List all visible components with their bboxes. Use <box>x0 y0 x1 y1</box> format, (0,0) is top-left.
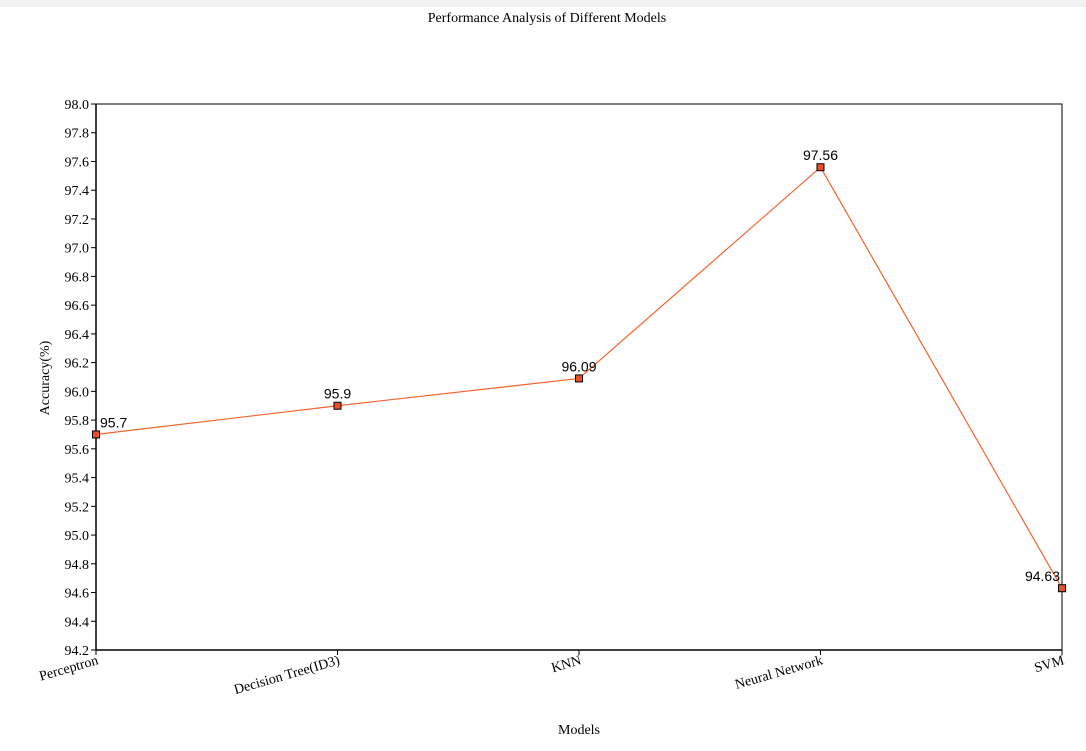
x-axis-ticks: Perceptron Decision Tree(ID3) KNN Neural Ne… <box>38 650 1067 698</box>
y-tick-label: 95.2 <box>65 500 90 515</box>
x-tick-label: SVM <box>1033 653 1067 676</box>
y-axis-label: Accuracy(%) <box>38 340 53 415</box>
x-tick-label: Decision Tree(ID3) <box>232 653 341 698</box>
series-accuracy <box>92 163 1066 593</box>
y-tick-label: 97.4 <box>65 184 90 199</box>
y-tick-label: 94.6 <box>65 587 90 602</box>
top-strip <box>0 0 1086 7</box>
y-tick-label: 97.2 <box>65 213 90 228</box>
y-tick-label: 95.6 <box>65 443 90 458</box>
y-axis-ticks: 98.0 97.8 97.6 97.4 97.2 97.0 96.8 96.6 96.4 96.2… <box>65 98 96 659</box>
y-tick-label: 98.0 <box>65 98 90 113</box>
y-tick-label: 95.4 <box>65 472 90 487</box>
data-label: 95.7 <box>100 414 127 430</box>
y-tick-label: 94.4 <box>65 615 90 630</box>
data-label: 95.9 <box>324 386 351 402</box>
y-tick-label: 96.4 <box>65 328 90 343</box>
data-label: 94.63 <box>1025 568 1060 584</box>
y-tick-label: 96.0 <box>65 385 90 400</box>
y-tick-label: 97.8 <box>65 127 90 142</box>
x-axis-label: Models <box>558 723 600 738</box>
y-tick-label: 96.2 <box>65 357 90 372</box>
x-tick-label: Neural Network <box>733 653 824 692</box>
data-label: 97.56 <box>803 147 838 163</box>
y-tick-label: 97.0 <box>65 242 90 257</box>
y-tick-label: 95.0 <box>65 529 90 544</box>
y-tick-label: 96.8 <box>65 270 90 285</box>
data-point-marker <box>575 374 583 383</box>
y-tick-label: 94.8 <box>65 558 90 573</box>
data-point-marker <box>333 401 342 410</box>
data-label: 96.09 <box>561 358 596 374</box>
data-point-marker <box>1058 584 1066 593</box>
data-point-marker <box>816 163 825 172</box>
chart-title: Performance Analysis of Different Models <box>427 11 667 26</box>
y-tick-label: 97.6 <box>65 155 90 170</box>
y-tick-label: 94.2 <box>65 644 90 659</box>
y-tick-label: 95.8 <box>65 414 90 429</box>
data-point-marker <box>92 430 100 439</box>
y-tick-label: 96.6 <box>65 299 90 314</box>
data-labels: 95.7 95.9 96.09 97.56 94.63 <box>100 147 1060 584</box>
x-tick-label: KNN <box>550 653 583 676</box>
